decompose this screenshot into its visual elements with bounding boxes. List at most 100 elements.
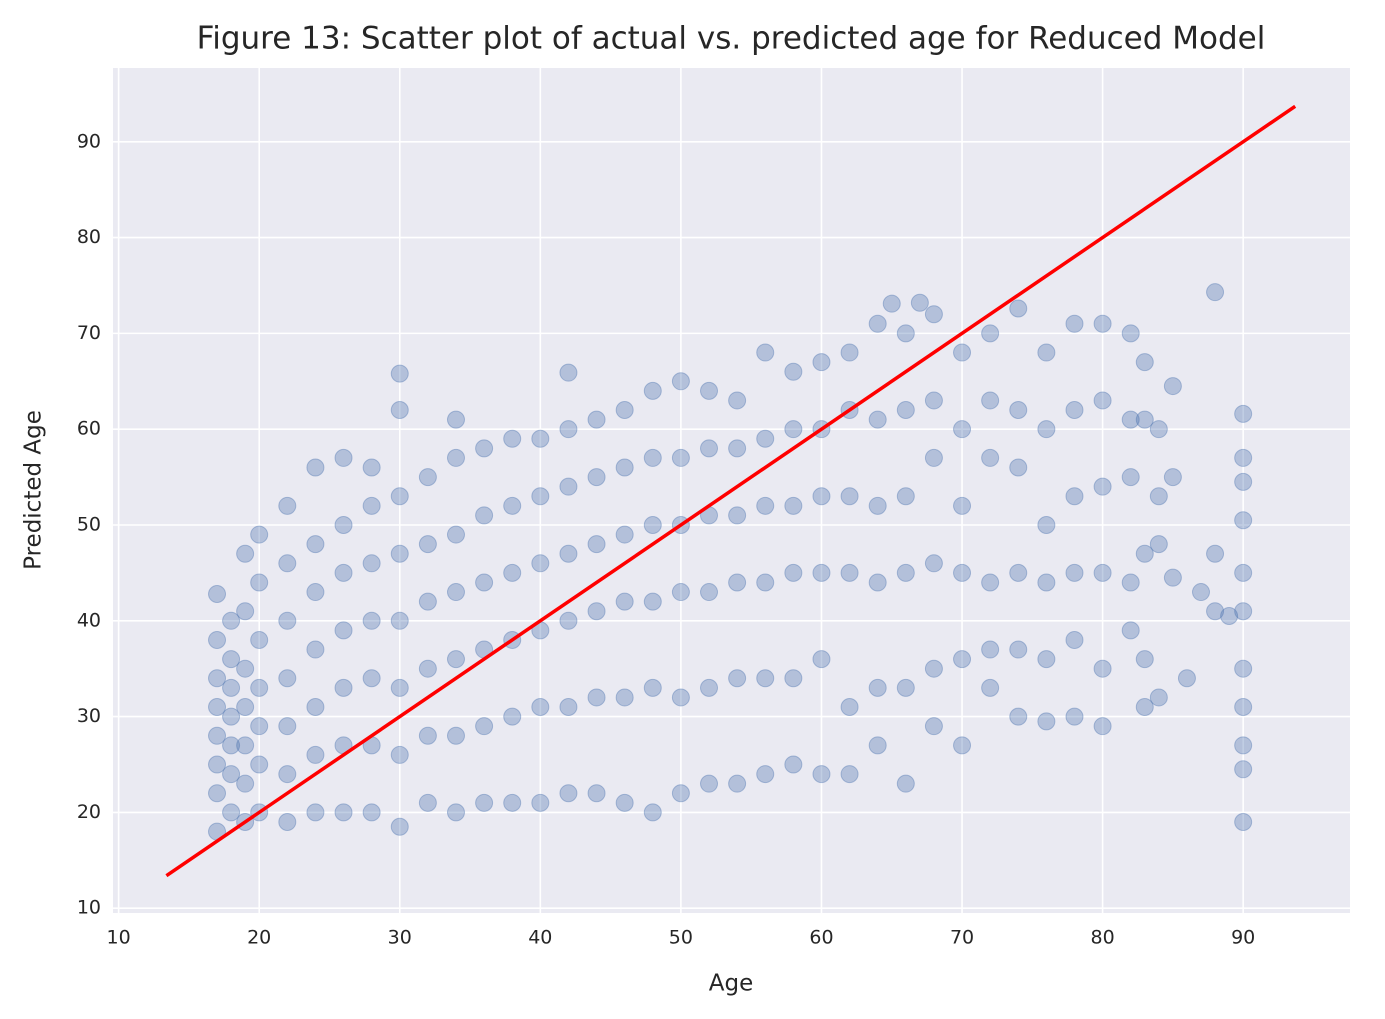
point	[1121, 573, 1140, 592]
point	[1234, 563, 1253, 582]
point	[236, 659, 255, 678]
point	[559, 544, 578, 563]
point	[446, 803, 465, 822]
point	[756, 765, 775, 784]
point	[250, 525, 269, 544]
point	[334, 448, 353, 467]
point	[756, 573, 775, 592]
point	[222, 803, 241, 822]
point	[1234, 472, 1253, 491]
point	[587, 535, 606, 554]
point	[840, 765, 859, 784]
point	[1093, 314, 1112, 333]
point	[1149, 688, 1168, 707]
point	[981, 391, 1000, 410]
point	[756, 343, 775, 362]
point	[953, 563, 972, 582]
point	[362, 554, 381, 573]
point	[784, 669, 803, 688]
point	[1163, 468, 1182, 487]
point	[1234, 404, 1253, 423]
point	[1065, 487, 1084, 506]
point	[1149, 487, 1168, 506]
point	[250, 717, 269, 736]
point	[1093, 391, 1112, 410]
point	[222, 736, 241, 755]
x-tick-label: 10	[107, 927, 131, 949]
point	[700, 583, 719, 602]
point	[756, 496, 775, 515]
point	[1009, 299, 1028, 318]
point	[728, 573, 747, 592]
point	[1009, 640, 1028, 659]
point	[1234, 760, 1253, 779]
point	[1135, 410, 1154, 429]
point	[334, 803, 353, 822]
point	[896, 563, 915, 582]
point	[446, 726, 465, 745]
point	[503, 563, 522, 582]
point	[615, 688, 634, 707]
point	[643, 803, 662, 822]
point	[475, 717, 494, 736]
point	[418, 592, 437, 611]
point	[643, 515, 662, 534]
point	[278, 669, 297, 688]
point	[1037, 650, 1056, 669]
point	[1234, 812, 1253, 831]
point	[840, 698, 859, 717]
reference-line	[165, 104, 1297, 878]
point	[446, 525, 465, 544]
point	[1163, 377, 1182, 396]
point	[587, 784, 606, 803]
point	[756, 669, 775, 688]
point	[278, 611, 297, 630]
point	[1163, 568, 1182, 587]
point	[334, 678, 353, 697]
point	[587, 468, 606, 487]
point	[896, 678, 915, 697]
point	[728, 774, 747, 793]
point	[531, 793, 550, 812]
point	[1121, 621, 1140, 640]
point	[981, 573, 1000, 592]
point	[1220, 607, 1239, 626]
point	[222, 678, 241, 697]
point	[615, 525, 634, 544]
point	[1191, 583, 1210, 602]
point	[615, 592, 634, 611]
point	[418, 535, 437, 554]
point	[390, 544, 409, 563]
point	[503, 496, 522, 515]
point	[896, 487, 915, 506]
point	[222, 707, 241, 726]
point	[728, 439, 747, 458]
point	[953, 736, 972, 755]
point	[222, 611, 241, 630]
point	[1149, 535, 1168, 554]
point	[812, 353, 831, 372]
y-tick-label: 60	[77, 418, 101, 440]
point	[671, 372, 690, 391]
point	[1093, 717, 1112, 736]
point	[643, 381, 662, 400]
point	[615, 793, 634, 812]
point	[1135, 544, 1154, 563]
point	[334, 563, 353, 582]
point	[390, 611, 409, 630]
point	[531, 487, 550, 506]
point	[362, 669, 381, 688]
point	[306, 698, 325, 717]
point	[784, 563, 803, 582]
point	[700, 774, 719, 793]
point	[1093, 477, 1112, 496]
point	[1093, 563, 1112, 582]
point	[882, 294, 901, 313]
point	[559, 477, 578, 496]
point	[1009, 458, 1028, 477]
point	[981, 640, 1000, 659]
y-tick-label: 20	[77, 801, 101, 823]
point	[418, 793, 437, 812]
point	[418, 468, 437, 487]
point	[981, 324, 1000, 343]
